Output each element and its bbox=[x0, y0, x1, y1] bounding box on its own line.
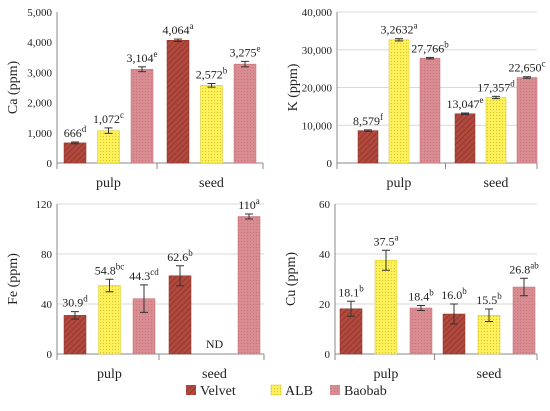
chart-panel: 0 1,000 2,000 3,000 4,000 5,000 Ca (ppm) 666d 1,… bbox=[6, 7, 264, 191]
y-axis-title: K (ppm) bbox=[286, 63, 301, 111]
data-label: 3,104e bbox=[127, 49, 158, 65]
y-axis-title: Fe (ppm) bbox=[6, 253, 21, 305]
bar bbox=[409, 307, 433, 355]
bar bbox=[419, 57, 441, 164]
y-tick-label: 5,000 bbox=[27, 7, 52, 19]
data-label: 15.5b bbox=[476, 291, 502, 307]
data-label: 16.0b bbox=[441, 286, 467, 302]
data-label: 62.6b bbox=[167, 248, 193, 264]
legend-swatch-alb bbox=[270, 384, 282, 396]
nd-annotation: ND bbox=[206, 337, 224, 351]
legend-label-baobab: Baobab bbox=[344, 384, 387, 399]
legend-swatch-velvet bbox=[186, 385, 196, 395]
data-label: 54.8bc bbox=[95, 261, 125, 277]
data-label: 4,064a bbox=[163, 21, 194, 37]
data-label: 18.1b bbox=[338, 283, 364, 299]
x-category-label: seed bbox=[477, 367, 502, 382]
y-tick-label: 0 bbox=[47, 158, 53, 170]
bar bbox=[357, 130, 379, 164]
y-axis-title: Cu (ppm) bbox=[284, 252, 299, 306]
data-label: 110a bbox=[238, 196, 260, 212]
bar bbox=[98, 285, 121, 355]
y-tick-label: 40,000 bbox=[302, 7, 333, 19]
data-label: 13,047e bbox=[447, 95, 484, 111]
bar bbox=[454, 113, 476, 164]
bar bbox=[374, 260, 398, 355]
bar bbox=[237, 216, 261, 355]
data-label: 17,357d bbox=[477, 78, 515, 94]
bar bbox=[388, 39, 410, 164]
bar bbox=[516, 77, 538, 164]
legend-label-alb: ALB bbox=[285, 384, 313, 399]
x-category-label: seed bbox=[202, 367, 227, 382]
y-tick-label: 20 bbox=[319, 299, 331, 311]
data-label: 3,2632a bbox=[381, 21, 418, 37]
y-tick-label: 2,000 bbox=[27, 98, 52, 110]
bar bbox=[233, 63, 257, 164]
data-label: 3,275e bbox=[230, 43, 261, 59]
data-label: 26.8ab bbox=[509, 260, 539, 276]
y-tick-label: 120 bbox=[36, 199, 53, 211]
data-label: 2,572b bbox=[196, 66, 228, 82]
x-category-label: pulp bbox=[96, 176, 121, 191]
bar bbox=[200, 85, 223, 164]
data-label: 30.9d bbox=[62, 294, 88, 310]
bar bbox=[512, 286, 536, 355]
y-tick-label: 10,000 bbox=[302, 120, 333, 132]
x-category-label: pulp bbox=[374, 367, 399, 382]
y-tick-label: 0 bbox=[47, 349, 53, 361]
legend-label-velvet: Velvet bbox=[200, 384, 236, 399]
chart-panel: 0 20 40 60 Cu (ppm) 18.1b 37.5a 18.4b pulp 16.0b 1… bbox=[284, 199, 539, 382]
y-tick-label: 60 bbox=[319, 199, 331, 211]
y-tick-label: 3,000 bbox=[27, 67, 52, 79]
y-tick-label: 4,000 bbox=[27, 37, 52, 49]
y-tick-label: 0 bbox=[327, 158, 333, 170]
data-label: 1,072c bbox=[93, 110, 124, 126]
bar bbox=[130, 69, 154, 164]
y-tick-label: 30,000 bbox=[302, 45, 333, 57]
y-tick-label: 0 bbox=[325, 349, 331, 361]
data-label: 666d bbox=[64, 124, 87, 140]
bar bbox=[63, 142, 87, 164]
bar bbox=[485, 97, 507, 164]
bar bbox=[63, 315, 87, 355]
x-category-label: seed bbox=[484, 176, 509, 191]
bar bbox=[168, 275, 192, 355]
chart-panel: 0 10,000 20,000 30,000 40,000 K (ppm) 8,579f 3,… bbox=[286, 7, 546, 191]
data-label: 27,766b bbox=[411, 39, 449, 55]
y-tick-label: 40 bbox=[41, 299, 53, 311]
x-category-label: pulp bbox=[387, 176, 412, 191]
y-tick-label: 1,000 bbox=[27, 128, 52, 140]
bar bbox=[166, 40, 190, 164]
data-label: 8,579f bbox=[353, 112, 383, 128]
data-label: 37.5a bbox=[374, 232, 399, 248]
chart-legend: Velvet ALB Baobab bbox=[186, 384, 387, 399]
bar bbox=[97, 130, 120, 164]
y-tick-label: 20,000 bbox=[302, 83, 333, 95]
y-tick-label: 80 bbox=[41, 249, 53, 261]
x-category-label: seed bbox=[199, 176, 224, 191]
legend-swatch-baobab bbox=[330, 385, 340, 395]
y-axis-title: Ca (ppm) bbox=[6, 61, 21, 115]
x-category-label: pulp bbox=[97, 367, 122, 382]
data-label: 18.4b bbox=[408, 288, 434, 304]
y-tick-label: 40 bbox=[319, 249, 331, 261]
data-label: 44.3cd bbox=[129, 267, 159, 283]
data-label: 22,650c bbox=[509, 59, 546, 75]
